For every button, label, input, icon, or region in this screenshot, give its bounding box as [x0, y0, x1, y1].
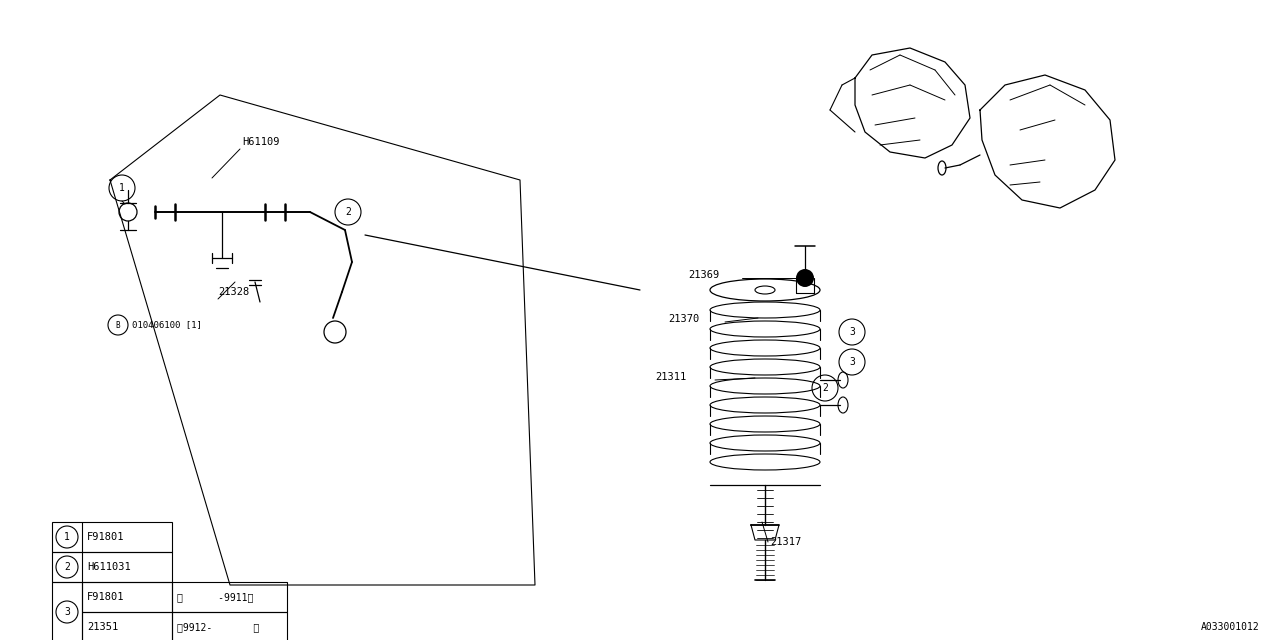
Text: 2: 2 — [822, 383, 828, 393]
Text: 〈      -9911〉: 〈 -9911〉 — [177, 592, 253, 602]
Text: 21317: 21317 — [771, 537, 801, 547]
Text: 1: 1 — [119, 183, 125, 193]
Text: 21369: 21369 — [689, 270, 719, 280]
Text: H611031: H611031 — [87, 562, 131, 572]
Text: 010406100 [1]: 010406100 [1] — [132, 321, 202, 330]
Text: 21311: 21311 — [655, 372, 686, 382]
Text: 3: 3 — [849, 357, 855, 367]
Text: A033001012: A033001012 — [1201, 622, 1260, 632]
Text: 3: 3 — [849, 327, 855, 337]
Text: 〈9912-       〉: 〈9912- 〉 — [177, 622, 260, 632]
Text: F91801: F91801 — [87, 532, 124, 542]
Text: 2: 2 — [64, 562, 70, 572]
Circle shape — [796, 269, 814, 287]
Text: 21328: 21328 — [218, 287, 250, 297]
Text: 2: 2 — [346, 207, 351, 217]
Text: B: B — [115, 321, 120, 330]
Text: 1: 1 — [64, 532, 70, 542]
Text: F91801: F91801 — [87, 592, 124, 602]
Text: 21351: 21351 — [87, 622, 118, 632]
Text: H61109: H61109 — [242, 137, 279, 147]
Text: 21370: 21370 — [668, 314, 699, 324]
Text: 3: 3 — [64, 607, 70, 617]
